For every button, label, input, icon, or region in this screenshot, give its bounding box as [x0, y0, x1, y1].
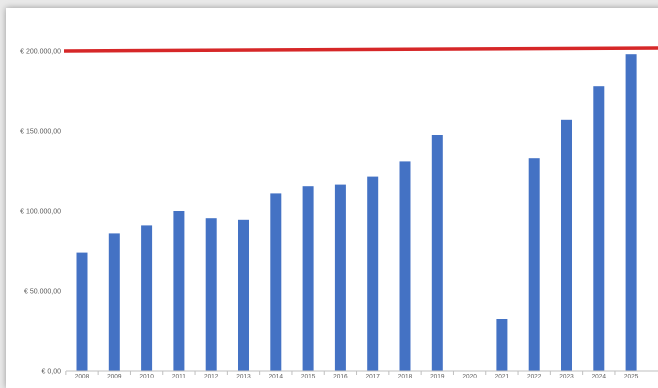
x-tick-label: 2015: [301, 374, 316, 379]
bar-series: [76, 54, 637, 371]
x-tick-label: 2024: [592, 374, 607, 379]
x-tick-label: 2011: [172, 374, 186, 379]
x-tick-label: 2019: [430, 374, 445, 379]
x-axis: 2008 2009 2010 2011 2012 2013 2014 2015 2016 2017…: [65, 370, 658, 379]
x-tick-label: 2008: [75, 374, 90, 379]
bar-2019: [431, 135, 443, 371]
reference-line-group: [63, 46, 658, 53]
bar-2010: [141, 225, 153, 371]
bar-2018: [399, 161, 411, 371]
bar-2011: [173, 211, 185, 371]
y-tick-label: € 50.000,00: [24, 289, 61, 296]
bar-2013: [238, 219, 249, 371]
y-tick-label: € 200.000,00: [20, 49, 61, 56]
y-tick-label: € 150.000,00: [20, 129, 61, 136]
bar-chart: € 0,00 € 50.000,00 € 100.000,00 € 150.000,0…: [20, 46, 658, 379]
bar-2022: [528, 158, 540, 371]
bar-2012: [205, 218, 217, 371]
x-tick-label: 2023: [559, 374, 574, 379]
x-tick-label: 2025: [624, 374, 639, 379]
x-tick-label: 2013: [236, 374, 251, 379]
x-tick-label: 2012: [204, 374, 219, 379]
x-tick-label: 2016: [333, 374, 348, 379]
bar-2015: [302, 186, 314, 371]
reference-line: [63, 46, 658, 53]
x-tick-label: 2018: [398, 374, 413, 379]
bar-2008: [76, 252, 88, 371]
x-tick-label: 2009: [107, 374, 122, 379]
x-tick-label: 2021: [495, 374, 510, 379]
bar-2009: [108, 233, 120, 371]
bar-2016: [334, 184, 346, 371]
y-axis: € 0,00 € 50.000,00 € 100.000,00 € 150.000,0…: [20, 49, 61, 376]
y-tick-label: € 0,00: [42, 369, 62, 376]
x-tick-label: 2014: [269, 374, 284, 379]
bar-2025: [625, 54, 637, 371]
bar-2021: [496, 319, 508, 371]
bar-2014: [270, 193, 282, 371]
bar-2023: [561, 119, 572, 371]
x-tick-label: 2010: [139, 374, 154, 379]
x-tick-label: 2022: [527, 374, 542, 379]
y-tick-label: € 100.000,00: [20, 209, 61, 216]
x-tick-label: 2017: [365, 374, 380, 379]
bar-2024: [593, 86, 605, 371]
bar-2017: [367, 176, 379, 371]
x-tick-label: 2020: [462, 374, 477, 379]
